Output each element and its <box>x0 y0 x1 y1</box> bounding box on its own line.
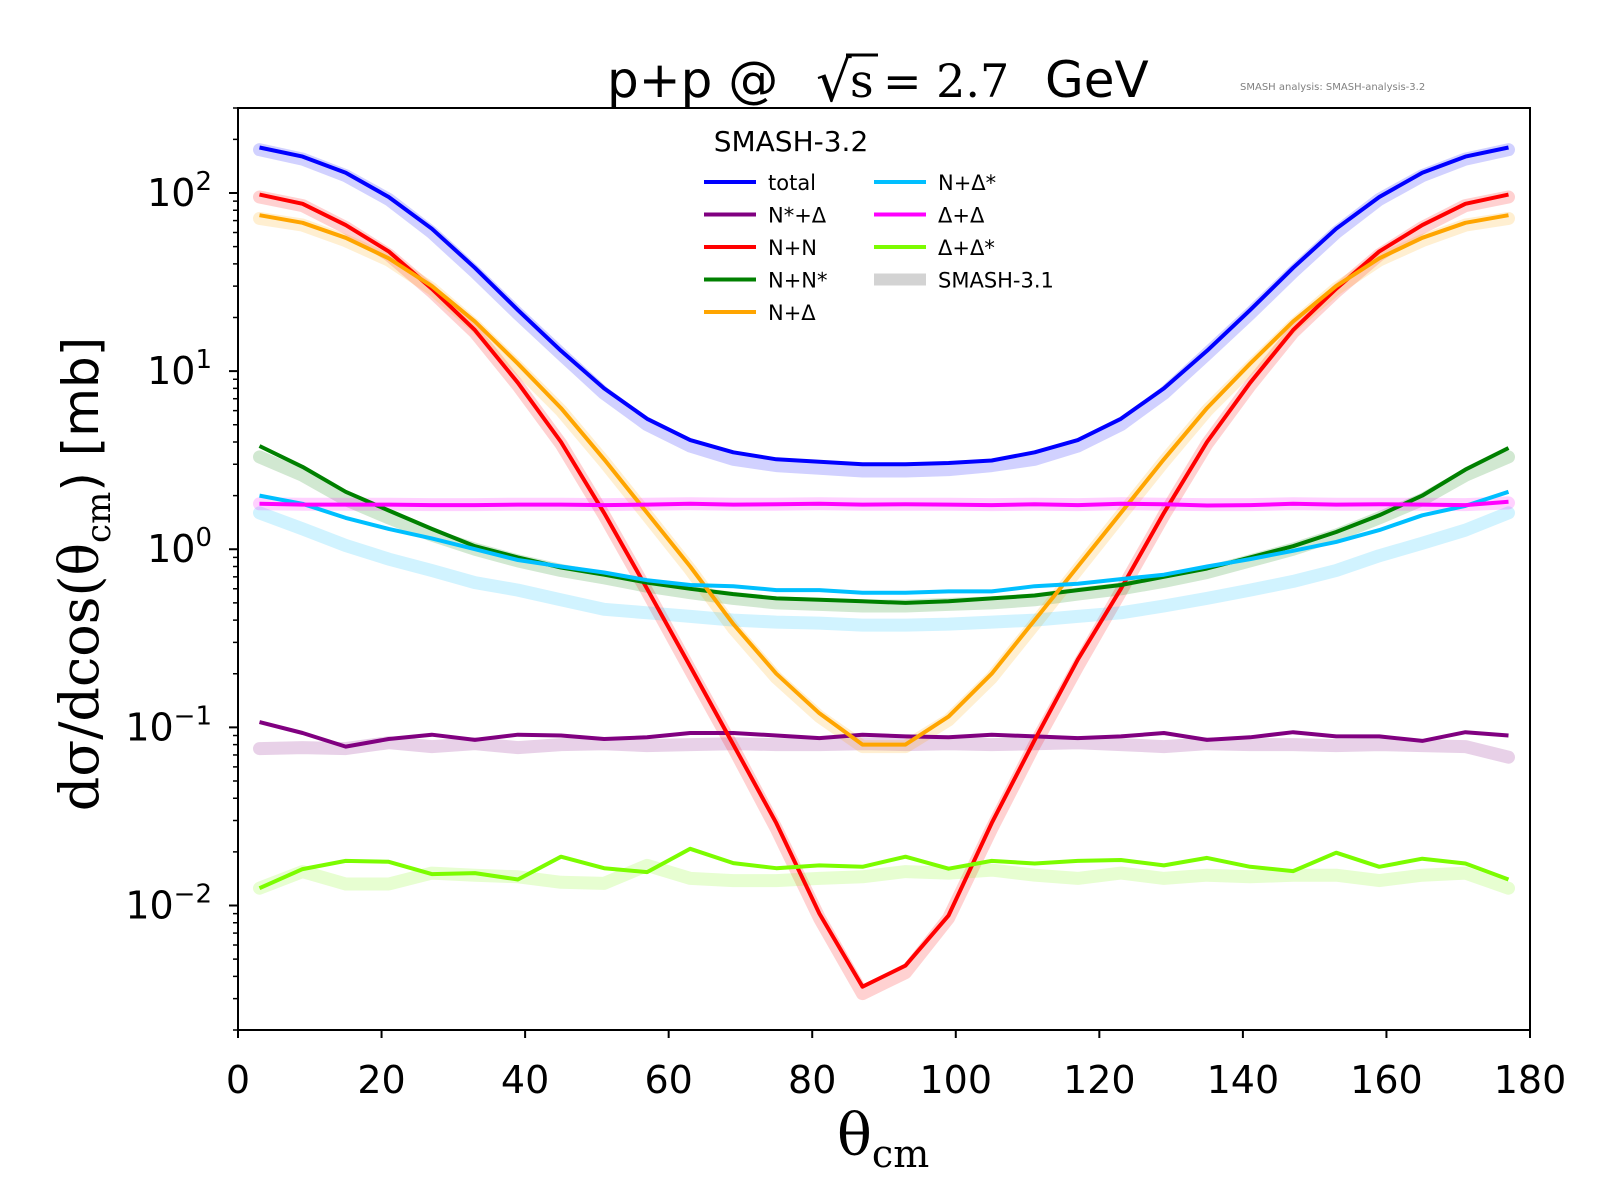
x-tick-label: 160 <box>1350 1058 1423 1102</box>
ref-band-n-plus-nstar <box>253 450 1515 613</box>
y-tick-label: 100 <box>147 523 212 571</box>
y-tick-label: 10−1 <box>125 701 212 749</box>
x-tick-label: 40 <box>501 1058 549 1102</box>
title-prefix: p+p @ <box>607 51 778 109</box>
y-tick-label: 10−2 <box>125 879 212 927</box>
x-tick-label: 20 <box>357 1058 405 1102</box>
series-line-n-plus-nstar <box>258 444 1510 605</box>
y-axis-label: dσ/dcos(θcm) [mb] <box>48 337 119 811</box>
x-tick-label: 100 <box>920 1058 993 1102</box>
y-label-suffix: ) [mb] <box>52 337 110 492</box>
series-line-delta-plus-deltastar <box>258 846 1510 891</box>
plot-area-frame <box>237 107 1531 1031</box>
ref-band-total <box>253 143 1515 478</box>
legend-label-n-plus-delta: N+Δ <box>768 301 816 325</box>
y-tick-label: 102 <box>147 167 212 215</box>
x-tick-label: 0 <box>226 1058 250 1102</box>
legend-label-n-plus-n: N+N <box>768 236 817 260</box>
legend: SMASH-3.2 total N*+Δ N+N N+N* N+Δ N+Δ* Δ+Δ Δ+Δ*… <box>704 125 1054 325</box>
legend-label-total: total <box>768 171 816 195</box>
y-label-sub: cm <box>79 492 119 543</box>
svg-text:dσ/dcos(θcm) [mb]: dσ/dcos(θcm) [mb] <box>48 337 119 811</box>
series-line-total <box>259 145 1509 467</box>
x-axis-label: θcm <box>837 1101 929 1176</box>
legend-label-delta-plus-deltastar: Δ+Δ* <box>938 236 995 260</box>
x-tick-label: 180 <box>1494 1058 1567 1102</box>
series-line-delta-plus-delta <box>259 499 1509 508</box>
legend-title: SMASH-3.2 <box>714 125 869 158</box>
legend-label-n-plus-nstar: N+N* <box>768 269 828 293</box>
legend-label-n-plus-deltastar: N+Δ* <box>938 171 996 195</box>
ref-band-delta-plus-deltastar <box>253 858 1515 895</box>
x-label-main: θ <box>837 1101 872 1169</box>
x-tick-label: 120 <box>1063 1058 1136 1102</box>
y-axis-ticks: 10−2 10−1 100 101 102 <box>125 107 238 1031</box>
svg-text:θcm: θcm <box>837 1101 929 1176</box>
legend-label-nstar-plus-delta: N*+Δ <box>768 204 827 228</box>
series-line-nstar-plus-delta <box>259 720 1509 749</box>
y-label-main: dσ/dcos(θ <box>48 543 111 811</box>
x-label-sub: cm <box>872 1132 929 1176</box>
watermark: SMASH analysis: SMASH-analysis-3.2 <box>1240 82 1425 93</box>
series-line-n-plus-delta <box>259 213 1509 747</box>
x-tick-label: 80 <box>788 1058 836 1102</box>
series-line-n-plus-deltastar <box>259 489 1510 595</box>
chart-title: p+p @ √ s = 2.7 GeV <box>607 50 1149 115</box>
x-tick-label: 60 <box>644 1058 692 1102</box>
legend-label-delta-plus-delta: Δ+Δ <box>938 204 985 228</box>
title-sqrt-arg: s <box>850 54 874 108</box>
title-value: = 2.7 <box>883 54 1009 108</box>
x-tick-label: 140 <box>1207 1058 1280 1102</box>
x-axis-ticks: 0 20 40 60 80 100 120 140 160 180 <box>226 1030 1566 1102</box>
smash-3.2-series-lines <box>258 145 1510 989</box>
legend-label-smash-31: SMASH-3.1 <box>938 269 1054 293</box>
series-line-n-plus-n <box>259 192 1509 989</box>
title-sqrt-sign: √ <box>816 50 852 115</box>
ref-band-n-plus-deltastar <box>253 506 1515 632</box>
title-unit: GeV <box>1045 51 1149 109</box>
y-tick-label: 101 <box>147 345 212 393</box>
